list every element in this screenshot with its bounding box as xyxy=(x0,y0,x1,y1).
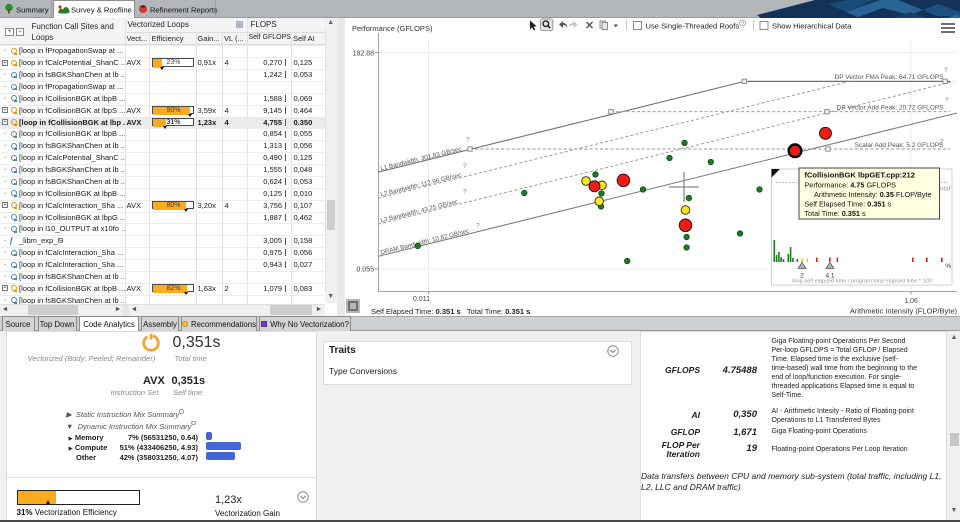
svg-text:Total: Total xyxy=(937,186,951,193)
svg-text:0.011: 0.011 xyxy=(413,296,430,303)
svg-text:182.88: 182.88 xyxy=(353,51,375,58)
svg-text:Show Hierarchical Data: Show Hierarchical Data xyxy=(772,22,852,31)
svg-text:Self Elapsed Time: 0.351 s: Self Elapsed Time: 0.351 s xyxy=(804,200,891,209)
svg-text:?: ? xyxy=(945,97,949,104)
svg-text:Scalar Add Peak: 5.2 GFLOPS: Scalar Add Peak: 5.2 GFLOPS xyxy=(855,142,945,149)
svg-text:?: ? xyxy=(466,137,470,144)
svg-text:?: ? xyxy=(463,189,467,196)
svg-text:Use Single-Threaded Roofs: Use Single-Threaded Roofs xyxy=(646,22,740,31)
svg-text:Performance: 4.75 GFLOPS: Performance: 4.75 GFLOPS xyxy=(804,181,896,190)
svg-text:1.06: 1.06 xyxy=(904,298,918,305)
svg-text:Self Elapsed Time: 0.351 s T: Self Elapsed Time: 0.351 s Total Time: 0… xyxy=(371,307,530,316)
svg-text:?: ? xyxy=(940,139,944,146)
svg-text:DP Vector FMA Peak: 64.71 GFLO: DP Vector FMA Peak: 64.71 GFLOPS xyxy=(835,74,945,81)
svg-text:Arithmetic Intensity: 0.35 FLO: Arithmetic Intensity: 0.35 FLOP/Byte xyxy=(814,190,932,199)
svg-text:?: ? xyxy=(476,223,480,230)
svg-text:?: ? xyxy=(944,67,948,74)
svg-text:%: % xyxy=(945,263,951,270)
svg-text:?: ? xyxy=(741,21,744,27)
svg-text:0.055: 0.055 xyxy=(356,267,374,274)
svg-text:Refinement Reports: Refinement Reports xyxy=(150,6,218,15)
svg-text:2: 2 xyxy=(800,273,804,280)
svg-text:DP Vector Add Peak: 20.72 GFLO: DP Vector Add Peak: 20.72 GFLOPS xyxy=(837,105,944,112)
svg-text:fCollisionBGK lbpGET.cpp:212: fCollisionBGK lbpGET.cpp:212 xyxy=(804,171,915,180)
svg-text:loop self elapsed time / progr: loop self elapsed time / program total e… xyxy=(792,279,932,285)
svg-text:?: ? xyxy=(463,163,467,170)
svg-text:Arithmetic Intensity (FLOP/Byt: Arithmetic Intensity (FLOP/Byte) xyxy=(850,307,958,316)
svg-text:Survey & Roofline: Survey & Roofline xyxy=(71,6,132,15)
svg-text:4.1: 4.1 xyxy=(825,273,834,280)
svg-text:Summary: Summary xyxy=(16,6,49,15)
svg-text:Performance (GFLOPS): Performance (GFLOPS) xyxy=(352,24,433,33)
svg-text:Total Time: 0.351 s: Total Time: 0.351 s xyxy=(804,209,866,218)
